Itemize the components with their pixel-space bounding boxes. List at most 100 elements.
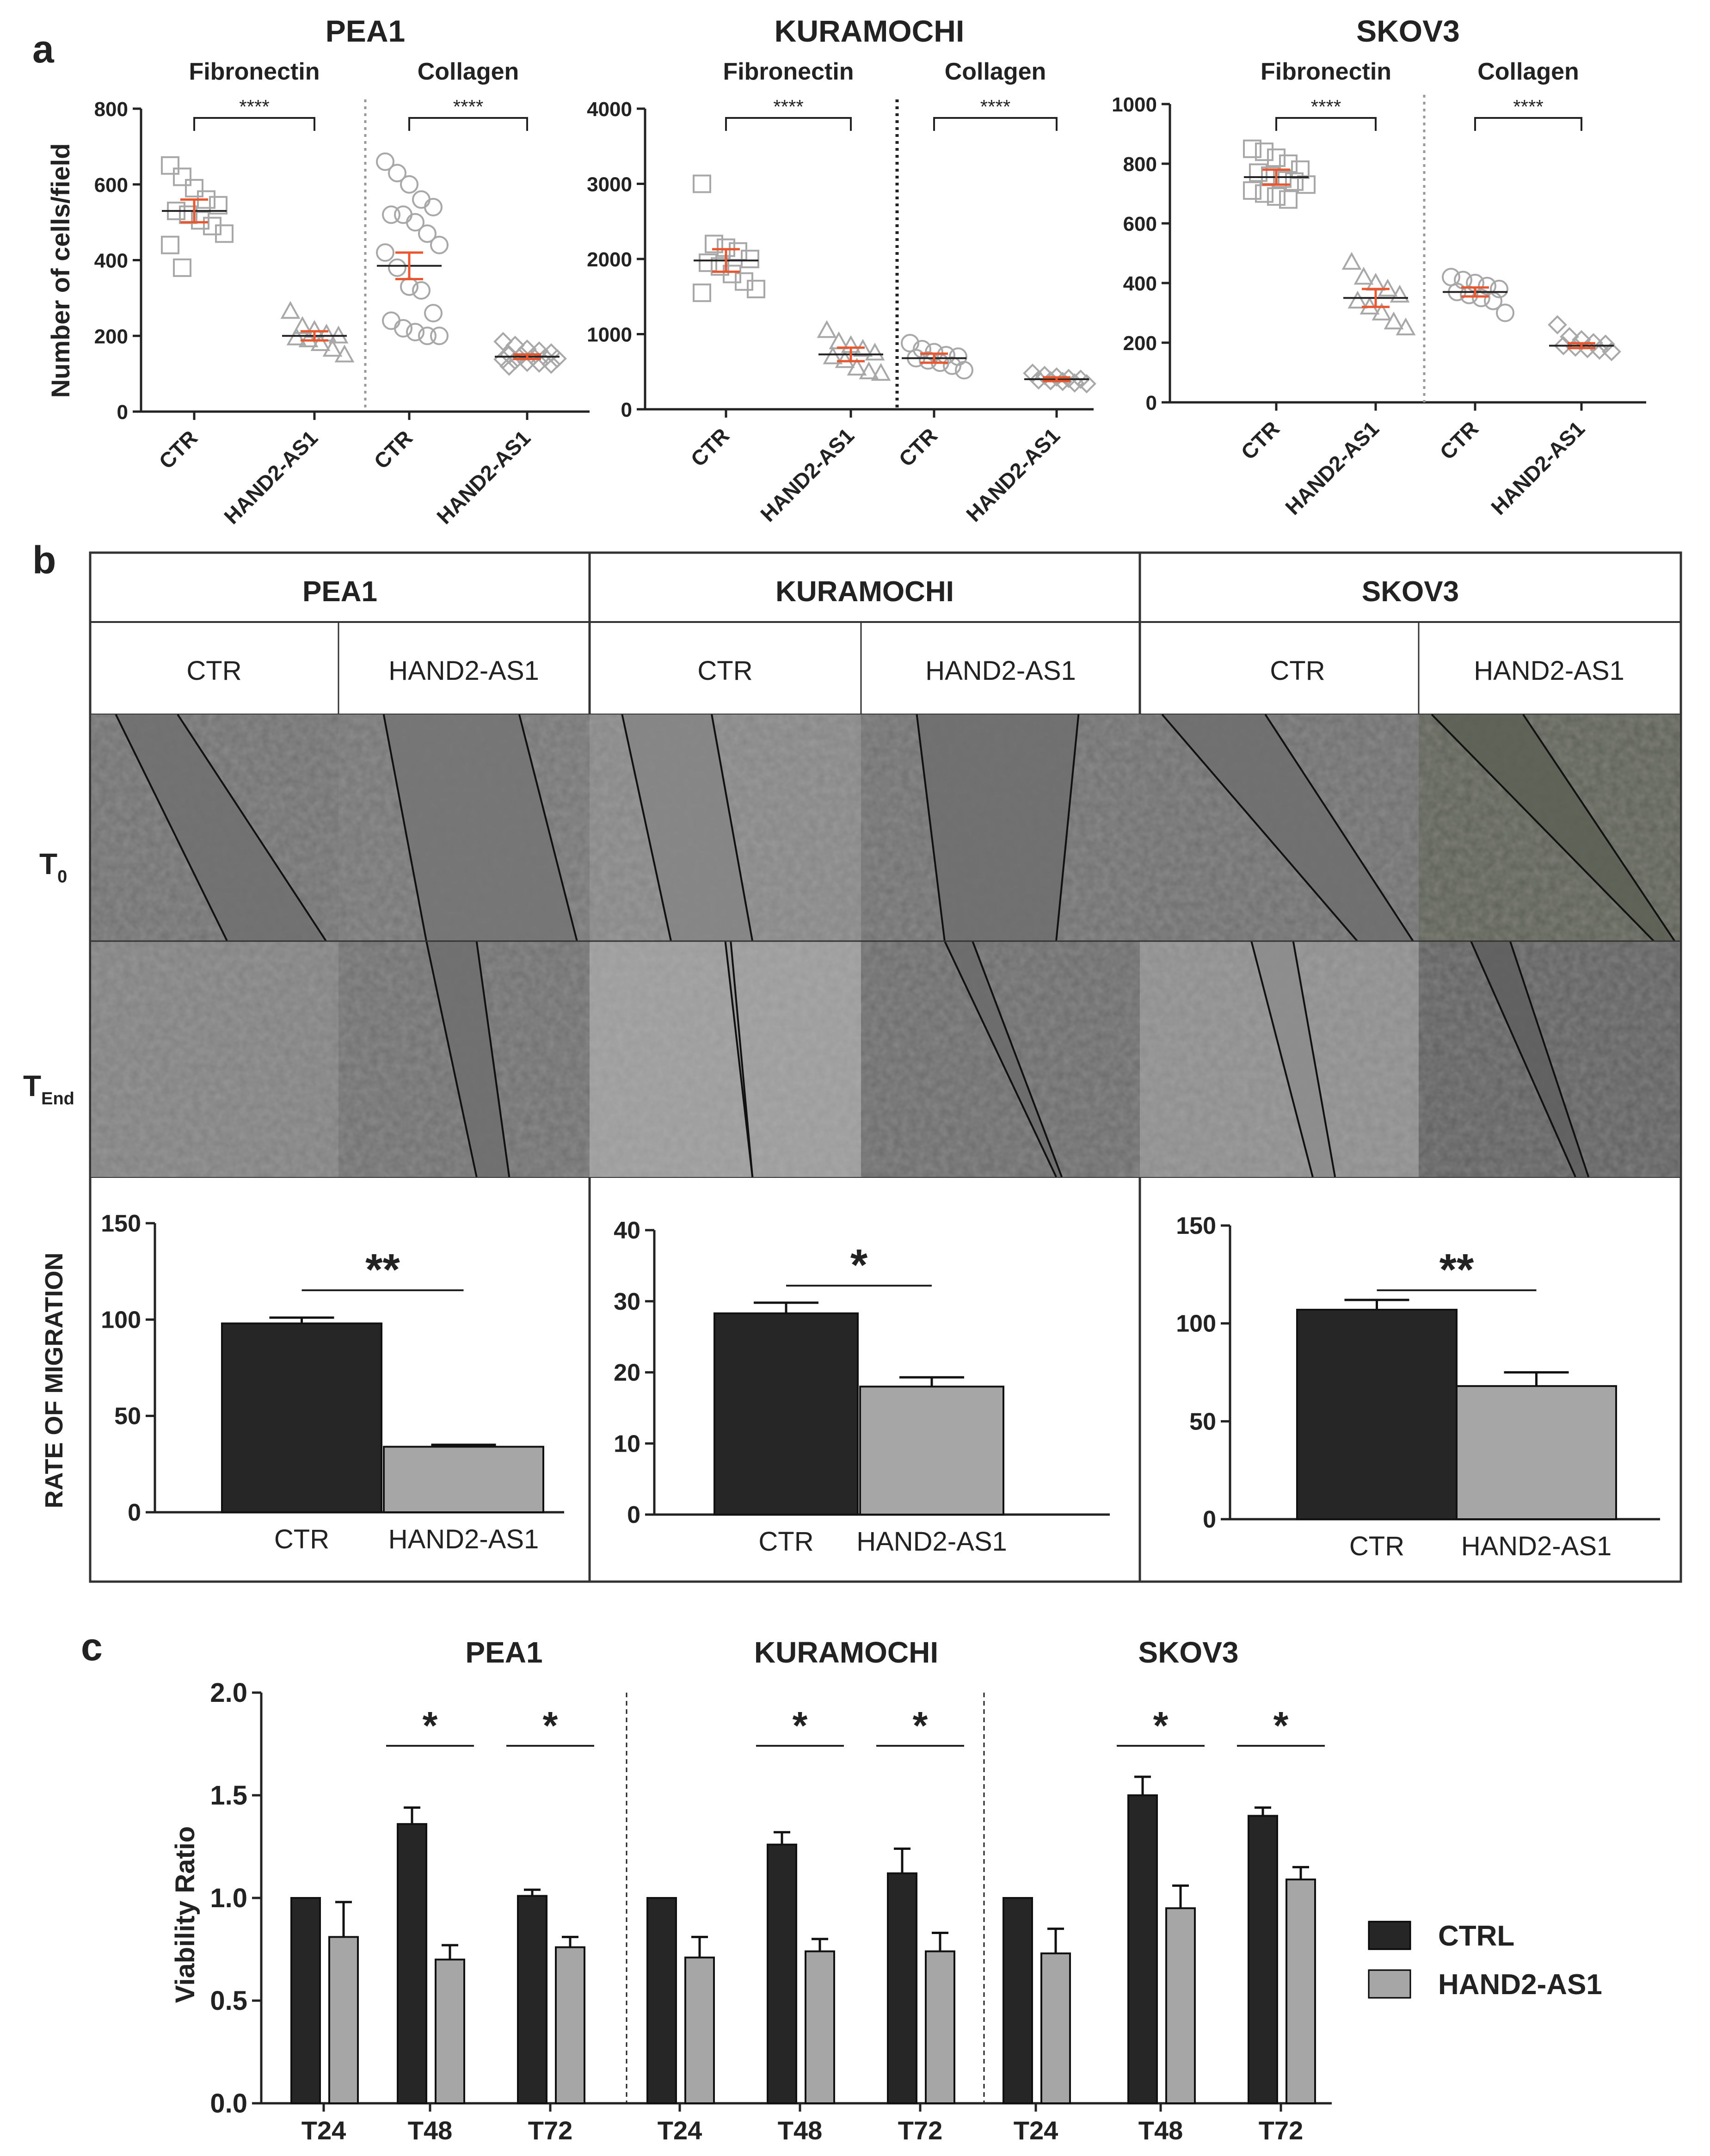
significance-bracket <box>193 117 315 131</box>
data-point <box>1077 374 1096 394</box>
viability-ylabel: Viability Ratio <box>170 1826 200 2003</box>
significance-label: ** <box>1439 1245 1474 1294</box>
data-point <box>1243 139 1261 158</box>
bar-hand2-as1 <box>383 1446 544 1513</box>
migration-chart: 0 50 100 150 CTR HAND2-AS1 ** <box>101 1210 564 1554</box>
bar-hand2-as1 <box>435 1959 465 2105</box>
scratch-edge <box>1470 941 1576 1177</box>
bar-hand2-as1 <box>859 1386 1004 1515</box>
scratch-gap <box>1432 715 1675 941</box>
header-pea1: PEA1 <box>302 576 377 608</box>
y-tick-label: 100 <box>101 1306 141 1333</box>
data-point <box>298 329 319 347</box>
micrograph <box>1140 941 1419 1177</box>
x-tick-label: HAND2-AS1 <box>388 1524 539 1554</box>
micrograph-grid <box>91 714 1680 1177</box>
data-point <box>334 345 355 363</box>
x-tick-label: CTR <box>686 423 734 471</box>
y-tick-label: 400 <box>1123 272 1157 295</box>
x-tick-label: T72 <box>1259 2116 1304 2145</box>
y-tick-label: 40 <box>614 1217 640 1244</box>
significance-label: **** <box>1311 96 1341 117</box>
scratch-edge <box>115 714 228 942</box>
micrograph <box>590 941 861 1177</box>
bar-ctrl <box>767 1843 797 2105</box>
data-point <box>1396 317 1416 336</box>
subheader-kura-hand2: HAND2-AS1 <box>925 656 1076 686</box>
data-point <box>1384 311 1404 330</box>
y-tick-label: 50 <box>114 1403 141 1430</box>
y-tick-label: 400 <box>94 250 128 272</box>
data-point <box>322 339 343 357</box>
y-tick-label: 1.5 <box>210 1780 247 1811</box>
significance-label: * <box>423 1704 438 1747</box>
scratch-edge <box>730 941 754 1177</box>
scratch-edge <box>425 941 478 1177</box>
data-point <box>406 323 424 342</box>
data-point <box>1372 302 1392 320</box>
micrograph <box>1419 941 1680 1177</box>
data-point <box>1548 315 1567 335</box>
scratch-edge <box>1055 714 1080 942</box>
scratch-gap <box>917 715 1079 941</box>
micrograph <box>1140 714 1419 942</box>
micrograph-texture <box>590 941 861 1177</box>
scratch-edge <box>1292 941 1336 1177</box>
x-tick-label: CTR <box>758 1527 813 1557</box>
scratch-gap <box>1471 941 1589 1177</box>
data-point <box>705 234 723 253</box>
data-point <box>310 333 331 351</box>
bar-hand2-as1 <box>328 1936 359 2104</box>
micrograph-texture <box>91 941 338 1177</box>
x-tick-label: T24 <box>658 2116 702 2145</box>
data-point <box>161 235 179 254</box>
data-point <box>1279 154 1298 173</box>
significance-label: **** <box>239 96 269 117</box>
y-tick-label: 100 <box>1176 1311 1216 1337</box>
substrate-label: Fibronectin <box>1261 58 1391 85</box>
x-tick-label: T72 <box>528 2116 573 2145</box>
scratch-edge <box>1161 714 1358 942</box>
data-point <box>215 224 234 243</box>
y-tick-label: 800 <box>94 98 128 121</box>
scratch-edge <box>711 714 754 942</box>
y-tick-label: 800 <box>1123 153 1157 176</box>
data-point <box>529 353 549 373</box>
data-point <box>1279 190 1298 209</box>
micrograph <box>590 714 861 942</box>
significance-bracket <box>1275 117 1377 131</box>
y-tick-label: 50 <box>1189 1408 1216 1435</box>
data-point <box>1602 342 1621 362</box>
bar-ctrl <box>887 1872 917 2104</box>
substrate-label: Fibronectin <box>189 58 320 85</box>
viability-bar-chart: 0.0 0.5 1.0 1.5 2.0 PEA1 T24 T48 * T72 * KURAMOCHI T… <box>210 1636 1332 2145</box>
migration-bar-charts: 0 50 100 150 CTR HAND2-AS1 ** 0 10 20 30 40 CTR HAND2… <box>101 1210 1660 1561</box>
group-title: KURAMOCHI <box>754 1636 938 1669</box>
scratch-gap <box>116 715 326 941</box>
data-point <box>412 281 431 300</box>
subheader-kura-ctr: CTR <box>697 656 752 686</box>
x-tick-label: T48 <box>1138 2116 1183 2145</box>
y-tick-label: 0 <box>621 399 632 421</box>
bar-hand2-as1 <box>925 1950 955 2104</box>
bar-hand2-as1 <box>1165 1907 1196 2105</box>
bar-ctr <box>714 1312 859 1515</box>
x-tick-label: HAND2-AS1 <box>1486 416 1589 519</box>
bar-ctrl <box>1127 1794 1158 2104</box>
bar-ctr <box>221 1322 382 1514</box>
data-point <box>388 164 406 183</box>
bar-hand2-as1 <box>1286 1879 1316 2105</box>
y-tick-label: 0 <box>117 401 128 424</box>
data-point <box>1472 289 1490 308</box>
substrate-label: Fibronectin <box>723 58 854 85</box>
micrograph <box>338 941 590 1177</box>
scratch-gap <box>944 941 1062 1177</box>
subheader-pea1-ctr: CTR <box>186 656 241 686</box>
y-tick-label: 0 <box>627 1502 640 1528</box>
micrograph <box>91 714 338 942</box>
data-point <box>382 205 400 224</box>
data-point <box>412 190 431 209</box>
significance-bracket <box>1474 117 1582 131</box>
bar-hand2-as1 <box>1456 1385 1617 1520</box>
